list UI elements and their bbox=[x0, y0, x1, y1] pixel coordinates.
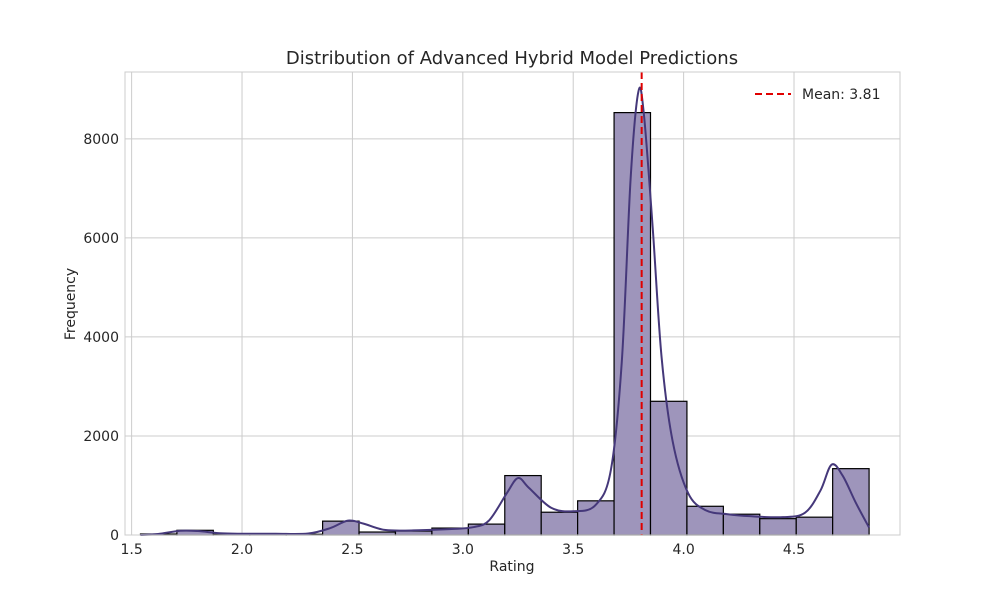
histogram-bar bbox=[795, 516, 834, 536]
y-tick-label: 0 bbox=[110, 528, 119, 544]
histogram-bar bbox=[467, 523, 506, 536]
x-tick-label: 1.5 bbox=[120, 542, 142, 558]
y-tick-label: 6000 bbox=[83, 231, 119, 247]
histogram-bar bbox=[613, 112, 652, 536]
y-tick-labels: 0 2000 4000 6000 8000 bbox=[83, 132, 119, 544]
bars-layer bbox=[139, 112, 870, 536]
grid-layer bbox=[125, 72, 900, 536]
plot-frame bbox=[124, 71, 901, 536]
x-tick-label: 3.5 bbox=[562, 542, 584, 558]
histogram-bar bbox=[759, 518, 797, 536]
y-tick-label: 4000 bbox=[83, 330, 119, 346]
x-axis-label: Rating bbox=[489, 559, 534, 575]
kde-line bbox=[140, 86, 870, 536]
legend-mean-label: Mean: 3.81 bbox=[802, 87, 880, 103]
y-tick-label: 2000 bbox=[83, 429, 119, 445]
x-tick-label: 4.0 bbox=[672, 542, 694, 558]
x-tick-label: 3.0 bbox=[452, 542, 474, 558]
histogram-bar bbox=[504, 474, 542, 536]
y-tick-label: 8000 bbox=[83, 132, 119, 148]
kde-layer bbox=[140, 86, 870, 536]
x-tick-label: 2.5 bbox=[341, 542, 363, 558]
histogram-bar bbox=[832, 468, 870, 536]
y-axis-label: Frequency bbox=[63, 268, 79, 340]
x-tick-labels: 1.5 2.0 2.5 3.0 3.5 4.0 4.5 bbox=[120, 542, 805, 558]
histogram-bar bbox=[394, 530, 433, 536]
legend: Mean: 3.81 bbox=[755, 87, 880, 103]
chart-title: Distribution of Advanced Hybrid Model Pr… bbox=[286, 48, 738, 69]
x-tick-label: 4.5 bbox=[783, 542, 805, 558]
x-tick-label: 2.0 bbox=[231, 542, 253, 558]
histogram-bar bbox=[540, 511, 579, 536]
